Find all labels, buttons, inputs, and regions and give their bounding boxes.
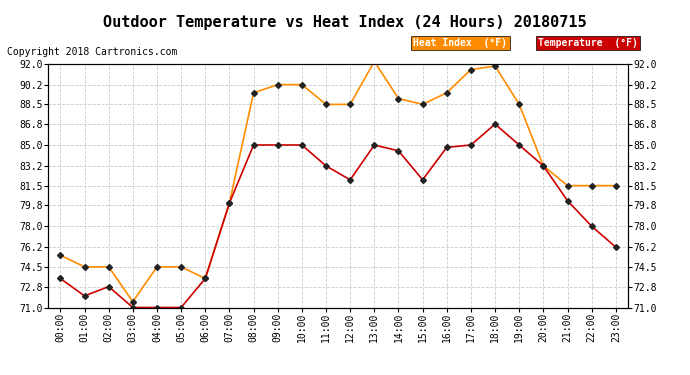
- Text: Temperature  (°F): Temperature (°F): [538, 38, 638, 48]
- Text: Outdoor Temperature vs Heat Index (24 Hours) 20180715: Outdoor Temperature vs Heat Index (24 Ho…: [104, 15, 586, 30]
- Text: Copyright 2018 Cartronics.com: Copyright 2018 Cartronics.com: [7, 47, 177, 57]
- Text: Heat Index  (°F): Heat Index (°F): [413, 38, 507, 48]
